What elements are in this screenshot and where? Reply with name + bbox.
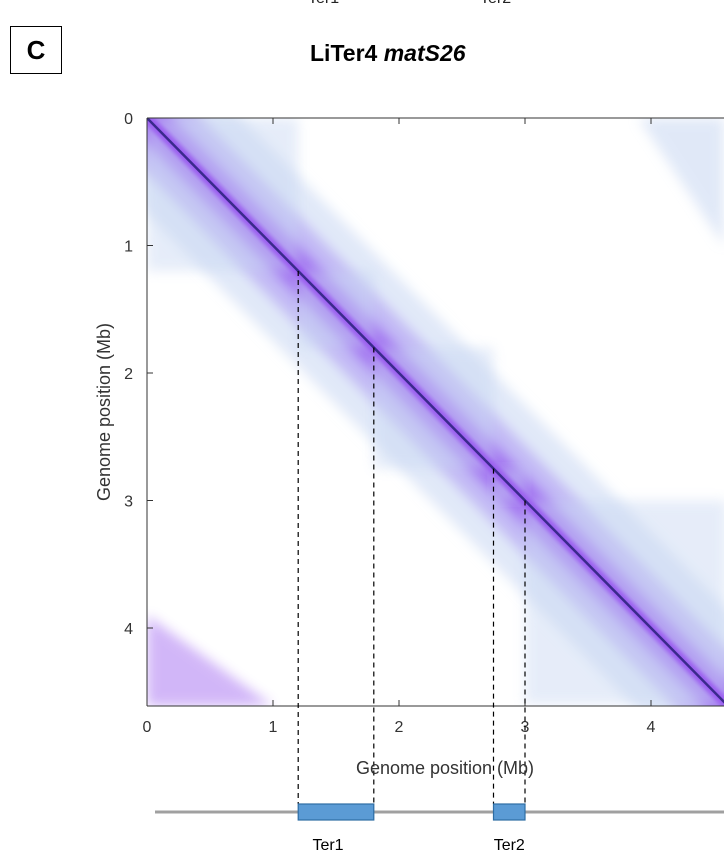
ticks: 0123401234 <box>124 111 655 736</box>
top-cut-label-2: Ter2 <box>480 0 511 8</box>
x-tick-label-2: 2 <box>395 719 404 736</box>
chart-title: LiTer4 matS26 <box>310 40 466 67</box>
ter-label-ter1: Ter1 <box>312 837 343 854</box>
x-axis-label: Genome position (Mb) <box>356 758 534 778</box>
ter-label-ter2: Ter2 <box>494 837 525 854</box>
x-tick-label-1: 1 <box>269 719 278 736</box>
y-tick-label-4: 4 <box>124 621 133 638</box>
y-tick-label-3: 3 <box>124 494 133 511</box>
ter-box-ter2 <box>492 803 526 821</box>
diagonal-line <box>147 118 724 704</box>
y-axis-label: Genome position (Mb) <box>94 323 114 501</box>
y-tick-label-0: 0 <box>124 111 133 128</box>
corner-contact-bottom-left <box>147 615 273 706</box>
ter-box-ter1 <box>297 803 375 821</box>
x-tick-label-4: 4 <box>647 719 656 736</box>
chart-title-strain: matS26 <box>383 40 466 66</box>
x-tick-label-0: 0 <box>143 719 152 736</box>
y-tick-label-1: 1 <box>124 239 133 256</box>
axes <box>146 117 724 707</box>
top-cut-label-1: Ter1 <box>308 0 339 8</box>
genome-track: Ter1 Ter2 <box>155 803 724 854</box>
ter-dashed-lines <box>297 271 526 804</box>
heatmap-area <box>147 118 724 706</box>
panel-label: C <box>10 26 62 74</box>
corner-contact-top-right <box>638 118 724 246</box>
y-tick-label-2: 2 <box>124 366 133 383</box>
chart-title-prefix: LiTer4 <box>310 40 378 66</box>
